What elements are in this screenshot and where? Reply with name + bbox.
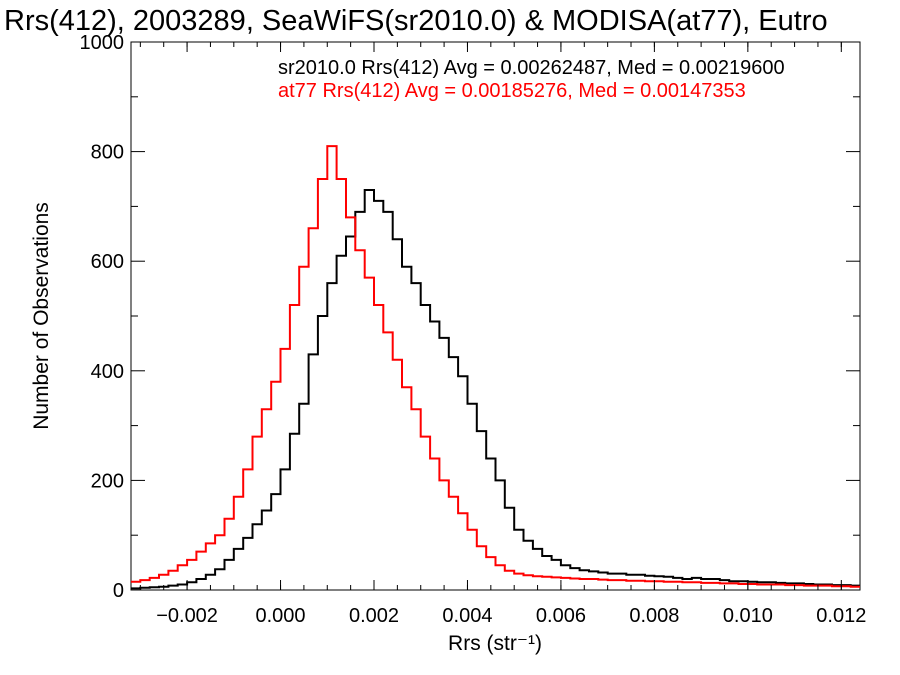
y-axis-ticks: 0 200 400 600 800 1000	[80, 32, 860, 602]
x-tick-label: 0.008	[629, 605, 679, 627]
x-tick-label: 0.000	[256, 605, 306, 627]
x-tick-label: 0.010	[723, 605, 773, 627]
series-line-2	[131, 145, 860, 588]
y-tick-label: 0	[113, 580, 124, 602]
legend-entry-1: sr2010.0 Rrs(412) Avg = 0.00262487, Med …	[278, 57, 785, 79]
x-tick-label: 0.012	[816, 605, 866, 627]
legend: sr2010.0 Rrs(412) Avg = 0.00262487, Med …	[278, 57, 785, 102]
chart-title: Rrs(412), 2003289, SeaWiFS(sr2010.0) & M…	[4, 5, 828, 37]
y-axis-label: Number of Observations	[30, 202, 53, 430]
y-tick-label: 200	[91, 470, 124, 492]
y-tick-label: 600	[91, 251, 124, 273]
x-tick-label: 0.006	[536, 605, 586, 627]
x-axis-label: Rrs (str⁻¹)	[448, 632, 542, 655]
x-tick-label: −0.002	[156, 605, 218, 627]
x-tick-label: 0.004	[442, 605, 492, 627]
legend-entry-2: at77 Rrs(412) Avg = 0.00185276, Med = 0.…	[278, 80, 746, 102]
plot-frame	[130, 41, 861, 591]
series-line-1	[131, 189, 860, 590]
series-layer	[131, 145, 860, 590]
x-tick-label: 0.002	[349, 605, 399, 627]
x-axis-ticks: −0.002 0.000 0.002 0.004 0.006 0.008 0.010 0.01…	[139, 42, 866, 627]
y-tick-label: 800	[91, 142, 124, 164]
y-tick-label: 1000	[80, 32, 125, 54]
y-tick-label: 400	[91, 361, 124, 383]
plot-area: −0.002 0.000 0.002 0.004 0.006 0.008 0.010 0.01…	[80, 32, 867, 627]
